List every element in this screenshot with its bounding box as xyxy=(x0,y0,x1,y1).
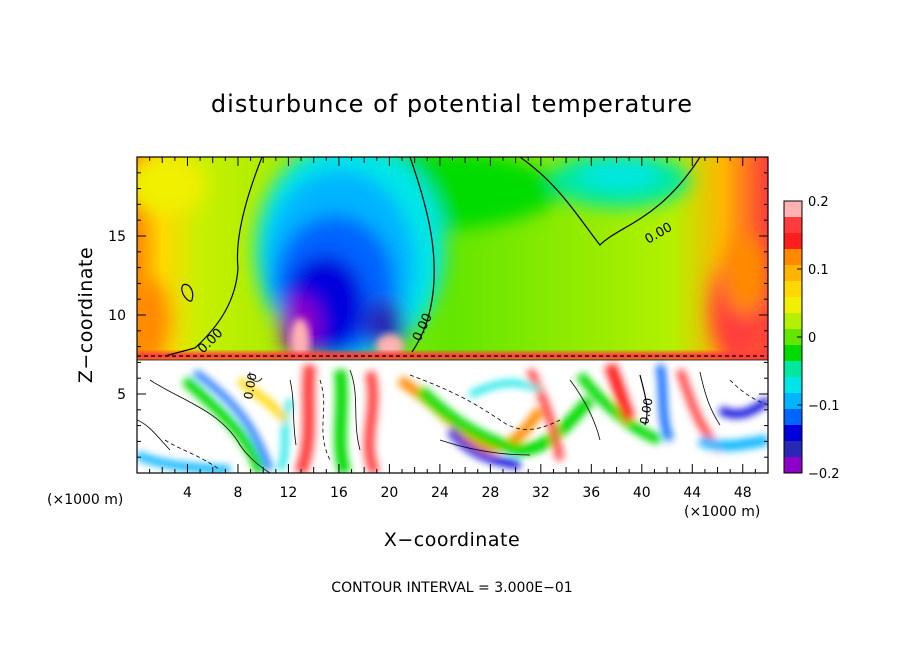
colorbar-swatch xyxy=(784,329,802,346)
y-tick-label: 10 xyxy=(108,308,126,324)
colorbar-swatch xyxy=(784,393,802,410)
colorbar-tick-label: −0.1 xyxy=(808,399,840,414)
colorbar-swatch xyxy=(784,281,802,298)
y-tick-label: 15 xyxy=(108,229,126,245)
x-tick-label: 28 xyxy=(481,485,499,501)
x-tick-label: 24 xyxy=(431,485,449,501)
x-unit-label-right: (×1000 m) xyxy=(684,504,760,520)
x-axis: 4 8 12 16 20 24 28 32 36 40 44 48 xyxy=(149,157,756,501)
contour-interval-text: CONTOUR INTERVAL = 3.000E−01 xyxy=(331,580,572,596)
colorbar-swatch xyxy=(784,249,802,266)
x-tick-label: 4 xyxy=(183,485,192,501)
contour-lines xyxy=(137,157,768,473)
x-tick-label: 32 xyxy=(532,485,550,501)
x-tick-label: 48 xyxy=(734,485,752,501)
y-tick-label: 5 xyxy=(117,387,126,403)
y-axis: 5 10 15 xyxy=(108,172,768,458)
x-tick-label: 8 xyxy=(233,485,242,501)
colorbar-tick-label: 0.1 xyxy=(808,263,829,278)
colorbar-swatch xyxy=(784,345,802,362)
colorbar-swatch xyxy=(784,409,802,426)
colorbar xyxy=(783,200,803,474)
chart-title: disturbunce of potential temperature xyxy=(211,90,693,118)
colorbar-swatch xyxy=(784,441,802,458)
x-unit-label-left: (×1000 m) xyxy=(47,492,123,508)
x-tick-label: 44 xyxy=(683,485,701,501)
colorbar-swatch xyxy=(784,361,802,378)
x-tick-label: 20 xyxy=(380,485,398,501)
colorbar-swatch xyxy=(784,377,802,394)
colorbar-tick-label: −0.2 xyxy=(808,467,840,482)
heatmap-field: 0.00 0.00 0.00 0.00 0.00 xyxy=(137,157,768,473)
colorbar-ticks: 0.2 0.1 0 −0.1 −0.2 xyxy=(797,195,840,482)
colorbar-swatch xyxy=(784,425,802,442)
colorbar-tick-label: 0.2 xyxy=(808,195,829,210)
colorbar-tick-label: 0 xyxy=(808,331,816,346)
colorbar-swatch xyxy=(784,265,802,282)
colorbar-swatch xyxy=(784,217,802,234)
colorbar-swatch xyxy=(784,313,802,330)
colorbar-swatch xyxy=(784,457,802,474)
colorbar-swatch xyxy=(784,297,802,314)
colorbar-swatch xyxy=(784,233,802,250)
y-axis-label: Z−coordinate xyxy=(75,247,97,383)
x-tick-label: 16 xyxy=(330,485,348,501)
colorbar-swatch xyxy=(784,201,802,218)
x-tick-label: 40 xyxy=(633,485,651,501)
x-tick-label: 36 xyxy=(582,485,600,501)
contour-label: 0.00 xyxy=(241,372,259,401)
x-tick-label: 12 xyxy=(280,485,298,501)
contour-label: 0.00 xyxy=(637,397,655,426)
x-axis-label: X−coordinate xyxy=(384,529,520,551)
